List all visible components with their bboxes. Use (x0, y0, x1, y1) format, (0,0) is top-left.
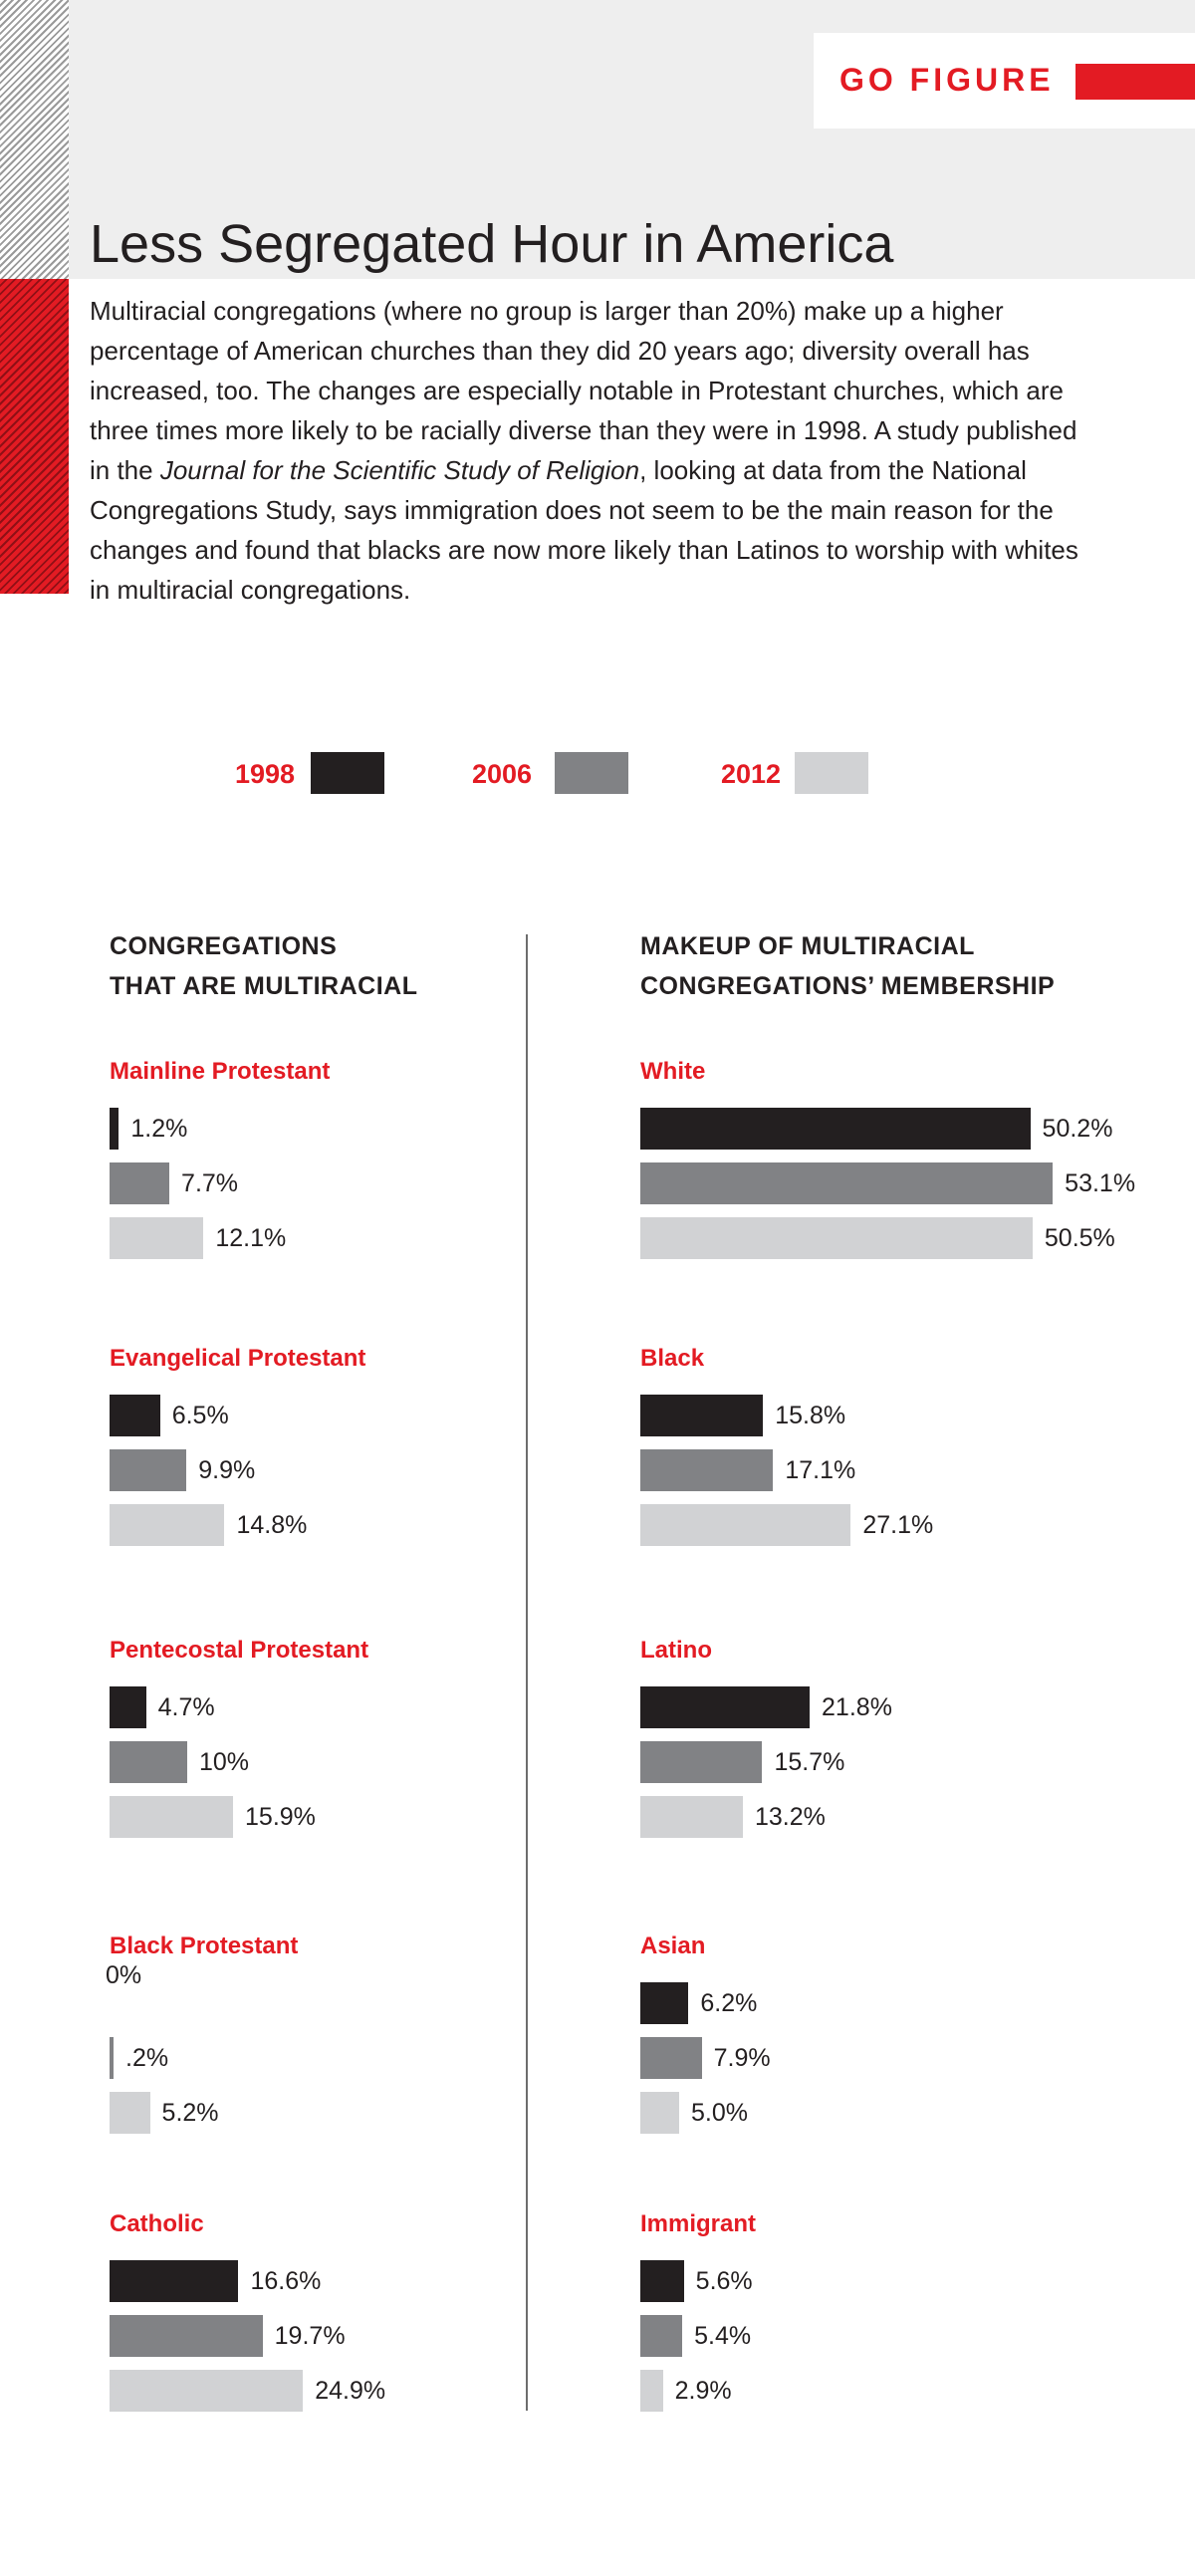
value-label: 7.7% (181, 1169, 239, 1197)
value-label: 5.0% (691, 2099, 748, 2127)
value-label: 15.7% (774, 1748, 845, 1776)
bar-1998 (640, 1108, 1031, 1150)
column-divider (526, 934, 528, 2411)
bar-2012 (640, 2370, 663, 2412)
category-label: Evangelical Protestant (110, 1345, 366, 1372)
badge-accent-bar (1076, 64, 1195, 100)
bar-2006 (640, 2315, 683, 2357)
bar-2012 (110, 2092, 150, 2134)
value-label: 15.8% (775, 1402, 846, 1429)
bar-1998 (110, 1108, 120, 1150)
chart-title-line: CONGREGATIONS (110, 932, 338, 960)
bar-2006 (640, 1162, 1054, 1204)
category-label: White (640, 1058, 706, 1085)
bar-2006 (110, 1449, 187, 1491)
bar-2012 (640, 1217, 1033, 1259)
value-label: 53.1% (1065, 1169, 1136, 1197)
bar-1998 (110, 2260, 239, 2302)
badge-label: GO FIGURE (839, 62, 1055, 98)
bar-2006 (640, 1741, 763, 1783)
bar-2012 (110, 1504, 225, 1546)
bar-2012 (110, 1217, 204, 1259)
category-label: Black (640, 1345, 705, 1372)
category-label: Pentecostal Protestant (110, 1637, 369, 1664)
chart-title-line: CONGREGATIONS’ MEMBERSHIP (640, 972, 1056, 1000)
value-label: 5.2% (161, 2099, 219, 2127)
value-label: 14.8% (236, 1511, 308, 1539)
bar-1998 (640, 1686, 811, 1728)
intro-paragraph: Multiracial congregations (where no grou… (90, 291, 1085, 610)
value-label: 10% (199, 1748, 250, 1776)
category-label: Immigrant (640, 2210, 757, 2237)
bar-2012 (110, 1796, 234, 1838)
legend-label-2012: 2012 (721, 759, 782, 789)
value-label: 21.8% (822, 1693, 892, 1721)
value-label: 17.1% (785, 1456, 856, 1484)
value-label: 50.5% (1044, 1224, 1115, 1252)
bar-2006 (110, 1741, 187, 1783)
bar-2012 (640, 1796, 743, 1838)
category-label: Catholic (110, 2210, 204, 2237)
gray-hatch-decoration (0, 0, 69, 279)
bar-2006 (110, 1162, 170, 1204)
value-label: 2.9% (674, 2377, 732, 2405)
legend-swatch-2012 (795, 752, 868, 794)
value-label: 5.6% (695, 2267, 753, 2295)
bar-2012 (640, 1504, 851, 1546)
value-label: 16.6% (250, 2267, 322, 2295)
value-label: 5.4% (694, 2322, 752, 2350)
chart-title-line: THAT ARE MULTIRACIAL (110, 972, 418, 1000)
category-label: Latino (640, 1637, 712, 1664)
legend-label-1998: 1998 (235, 759, 296, 789)
value-label: 50.2% (1042, 1115, 1113, 1143)
category-label: Mainline Protestant (110, 1058, 331, 1085)
value-label: 6.5% (171, 1402, 229, 1429)
legend-label-2006: 2006 (472, 759, 533, 789)
bar-1998 (640, 1982, 689, 2024)
red-hatch-decoration (0, 279, 69, 594)
bar-2012 (640, 2092, 679, 2134)
bar-2006 (110, 2037, 114, 2079)
bar-2006 (110, 2315, 263, 2357)
value-label: 24.9% (315, 2377, 386, 2405)
value-label: 13.2% (754, 1803, 826, 1831)
value-label: 19.7% (274, 2322, 346, 2350)
value-label: 6.2% (700, 1989, 758, 2017)
value-label: .2% (125, 2044, 169, 2072)
legend-swatch-2006 (555, 752, 628, 794)
value-label: 12.1% (215, 1224, 287, 1252)
bar-2006 (640, 2037, 702, 2079)
bar-1998 (110, 1395, 160, 1436)
value-label: 9.9% (198, 1456, 256, 1484)
bar-1998 (640, 2260, 684, 2302)
category-label: Black Protestant (110, 1932, 299, 1959)
category-label: Asian (640, 1932, 706, 1959)
value-label: 1.2% (130, 1115, 188, 1143)
chart-title-line: MAKEUP OF MULTIRACIAL (640, 932, 975, 960)
intro-text: Multiracial congregations (where no grou… (90, 296, 1077, 485)
bar-1998 (110, 1686, 146, 1728)
value-label: 15.9% (245, 1803, 316, 1831)
journal-title: Journal for the Scientific Study of Reli… (159, 455, 640, 485)
bar-2012 (110, 2370, 304, 2412)
value-label: 27.1% (862, 1511, 934, 1539)
bar-2006 (640, 1449, 774, 1491)
intro-text-continued: , looking at data from the National Cong… (90, 455, 1078, 605)
value-label: 4.7% (157, 1693, 215, 1721)
page-title: Less Segregated Hour in America (90, 214, 894, 274)
value-label: 0% (106, 1961, 142, 1989)
bar-1998 (640, 1395, 764, 1436)
value-label: 7.9% (713, 2044, 771, 2072)
legend-swatch-1998 (311, 752, 384, 794)
